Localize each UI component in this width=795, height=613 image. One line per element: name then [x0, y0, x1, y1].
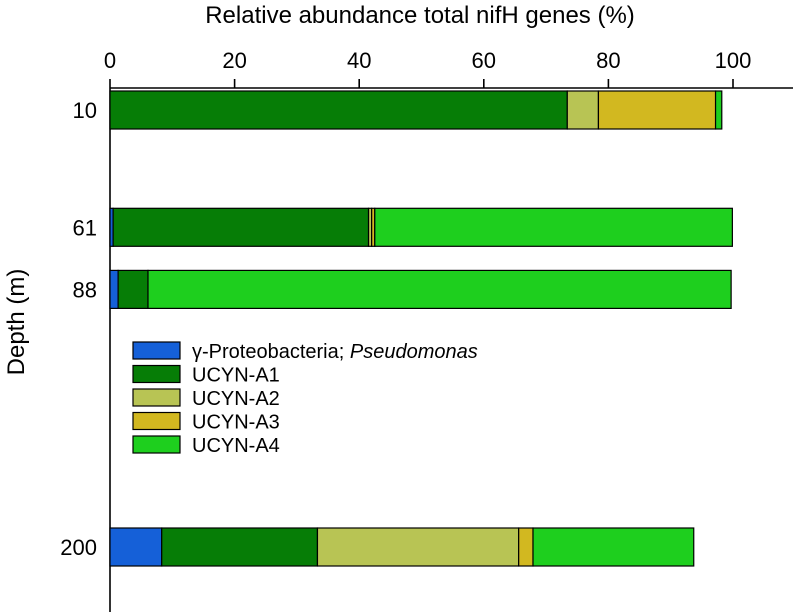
x-tick-label: 100	[715, 48, 752, 73]
x-tick-label: 20	[222, 48, 246, 73]
x-axis: 0 20 40 60 80 100	[104, 48, 793, 89]
y-tick-label: 88	[73, 277, 97, 302]
legend-label: γ-Proteobacteria; Pseudomonas	[192, 341, 478, 363]
x-tick-label: 40	[347, 48, 371, 73]
bars	[109, 90, 733, 567]
legend-label-text: UCYN-A2	[192, 388, 280, 410]
y-axis: 10 61 88 200	[60, 88, 111, 612]
y-axis-title: Depth (m)	[3, 269, 30, 376]
legend-swatch	[132, 364, 181, 384]
legend-label: UCYN-A1	[192, 365, 280, 387]
bar-segment-depth-10-series-4	[597, 90, 717, 130]
y-tick-label: 200	[60, 535, 97, 560]
bar-segment-depth-200-series-4	[518, 527, 534, 567]
legend-swatch	[132, 411, 181, 431]
legend-label: UCYN-A2	[192, 388, 280, 410]
y-tick-label: 61	[73, 215, 97, 240]
bar-segment-depth-200-series-1	[109, 527, 163, 567]
bar-segment-depth-200-series-2	[161, 527, 319, 567]
bar-segment-depth-10-series-3	[566, 90, 600, 130]
bar-segment-depth-61-series-5	[374, 207, 733, 247]
legend-label-italic: Pseudomonas	[350, 341, 478, 363]
bar-segment-depth-200-series-5	[532, 527, 695, 567]
bar-segment-depth-88-series-2	[117, 269, 149, 309]
legend-label: UCYN-A3	[192, 412, 280, 434]
legend-label: UCYN-A4	[192, 435, 280, 457]
x-tick-label: 80	[596, 48, 620, 73]
legend-label-text: UCYN-A3	[192, 412, 280, 434]
x-axis-title: Relative abundance total nifH genes (%)	[205, 2, 635, 29]
legend-label-text: UCYN-A1	[192, 365, 280, 387]
y-tick-label: 10	[73, 98, 97, 123]
legend: γ-Proteobacteria; PseudomonasUCYN-A1UCYN…	[132, 341, 478, 457]
legend-label-text: γ-Proteobacteria;	[192, 341, 350, 363]
legend-swatch	[132, 388, 181, 407]
bar-segment-depth-61-series-2	[112, 207, 370, 247]
bar-segment-depth-10-series-2	[109, 90, 568, 130]
bar-segment-depth-200-series-3	[316, 527, 520, 567]
bar-segment-depth-10-series-5	[714, 90, 723, 130]
bar-segment-depth-88-series-1	[109, 269, 119, 309]
legend-label-text: UCYN-A4	[192, 435, 280, 457]
legend-swatch	[132, 341, 181, 360]
x-tick-label: 0	[104, 48, 116, 73]
x-tick-label: 60	[472, 48, 496, 73]
legend-swatch	[132, 435, 181, 454]
bar-segment-depth-88-series-5	[147, 269, 732, 309]
